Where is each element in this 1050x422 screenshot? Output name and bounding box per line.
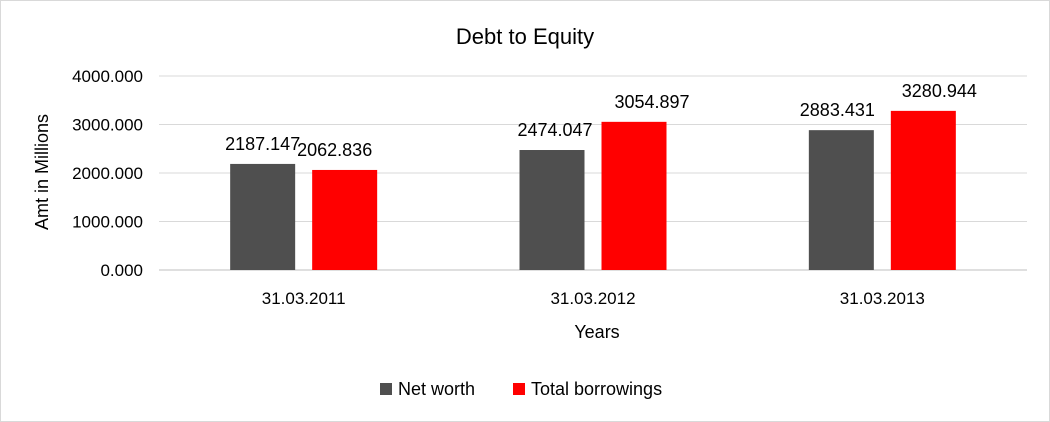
data-label: 2474.047 — [517, 120, 592, 140]
data-label: 2883.431 — [800, 100, 875, 120]
x-tick-label: 31.03.2013 — [840, 289, 925, 308]
data-label: 3054.897 — [614, 92, 689, 112]
gridlines — [159, 75, 1027, 271]
chart-title: Debt to Equity — [456, 24, 594, 49]
bar-net-worth — [519, 150, 585, 270]
y-axis-title: Amt in Millions — [32, 114, 52, 230]
bar-net-worth — [230, 163, 296, 270]
y-tick-label: 0.000 — [100, 261, 143, 280]
data-label: 2062.836 — [297, 140, 372, 160]
bar-total-borrowings — [890, 110, 956, 271]
data-label: 2187.147 — [225, 134, 300, 154]
bar-net-worth — [808, 130, 874, 270]
legend-swatch — [380, 383, 392, 395]
legend-label: Net worth — [398, 379, 475, 399]
data-label: 3280.944 — [902, 81, 977, 101]
bar-total-borrowings — [312, 169, 378, 270]
x-tick-label: 31.03.2011 — [262, 289, 346, 308]
y-tick-label: 4000.000 — [72, 67, 143, 86]
legend-label: Total borrowings — [531, 379, 662, 399]
y-tick-label: 3000.000 — [72, 116, 143, 135]
y-tick-label: 2000.000 — [72, 164, 143, 183]
bars — [230, 110, 956, 271]
bar-total-borrowings — [601, 121, 667, 270]
legend-swatch — [513, 383, 525, 395]
x-axis-ticks: 31.03.2011 31.03.2012 31.03.2013 — [262, 289, 925, 308]
x-tick-label: 31.03.2012 — [550, 289, 635, 308]
x-axis-title: Years — [574, 322, 619, 342]
y-tick-label: 1000.000 — [72, 213, 143, 232]
y-axis-ticks: 0.000 1000.000 2000.000 3000.000 4000.000 — [72, 67, 143, 280]
legend: Net worth Total borrowings — [380, 379, 662, 399]
